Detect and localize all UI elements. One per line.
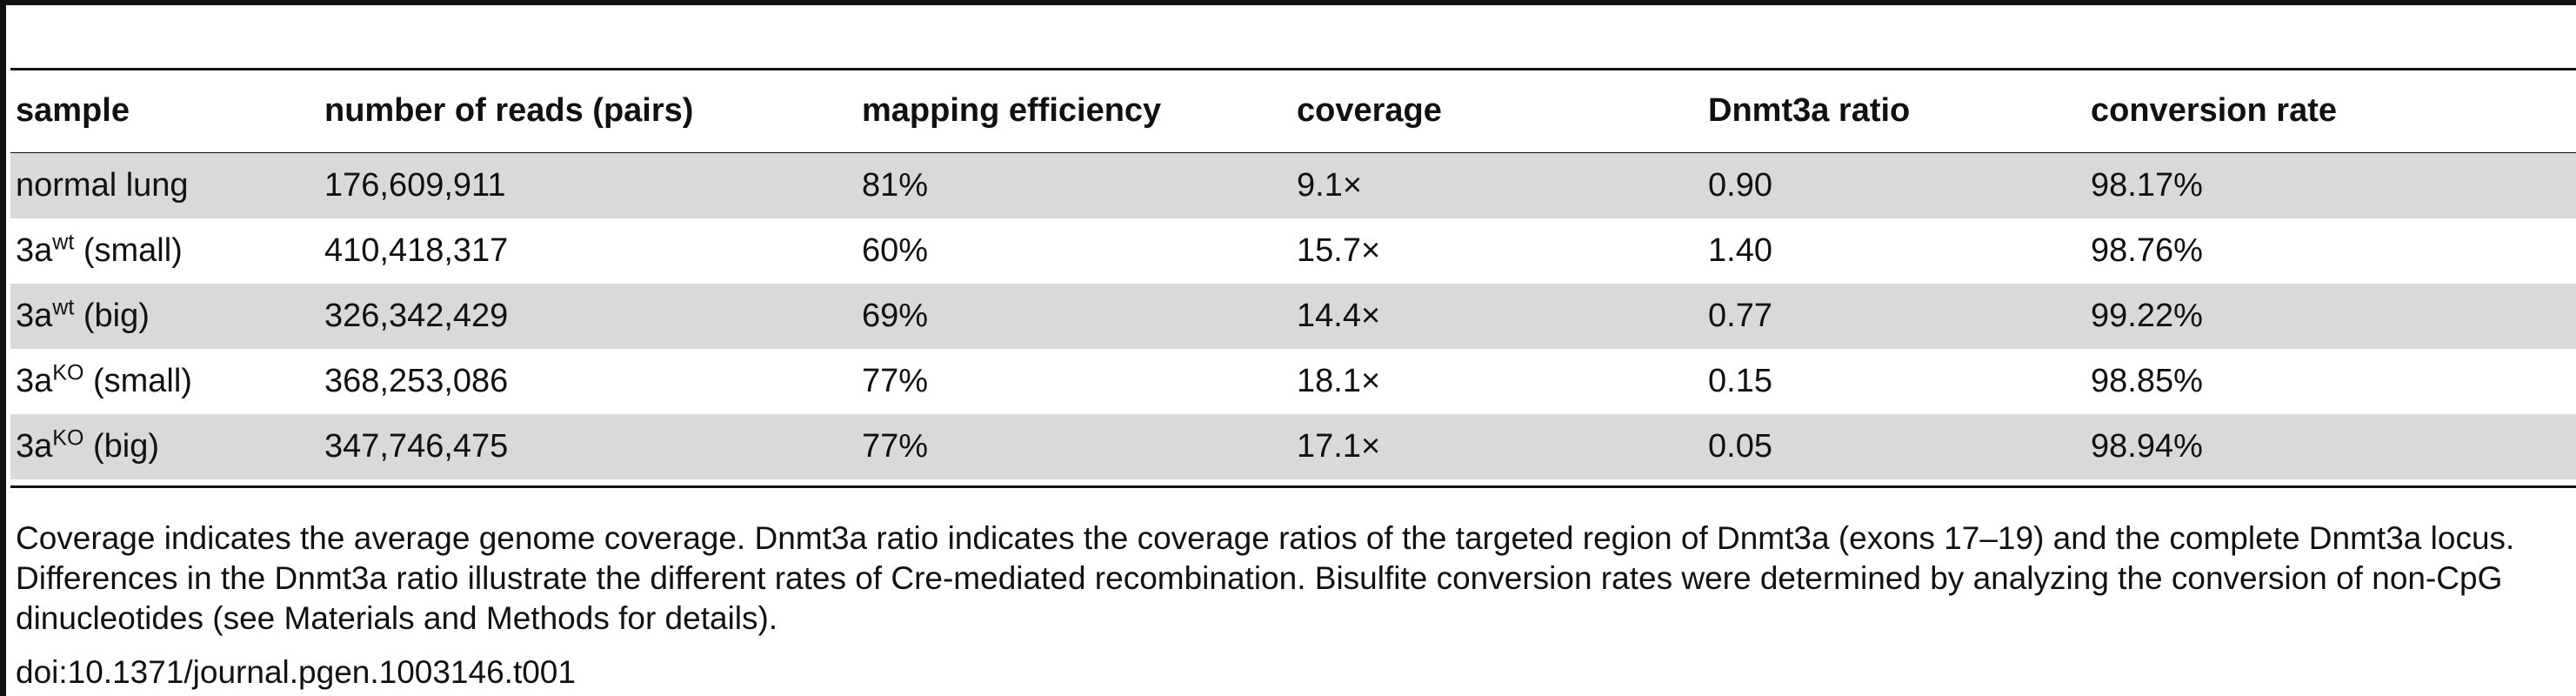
column-header-dnmt3a-ratio: Dnmt3a ratio	[1708, 91, 1911, 129]
cell-dnmt3a-ratio: 0.77	[1708, 298, 1772, 334]
cell-mapping-efficiency: 77%	[862, 363, 929, 399]
top-border-rule	[0, 0, 2576, 5]
cell-coverage: 17.1×	[1297, 428, 1381, 465]
table-bottom-rule	[10, 485, 2576, 488]
column-header-sample: sample	[16, 91, 130, 129]
cell-reads: 326,342,429	[324, 298, 509, 334]
table-row: 3aKO (small) 368,253,086 77% 18.1× 0.15 …	[10, 349, 2576, 414]
cell-mapping-efficiency: 69%	[862, 298, 929, 334]
left-border-rule	[0, 0, 6, 696]
cell-reads: 176,609,911	[324, 167, 506, 204]
sample-name: 3a	[16, 363, 53, 399]
sample-size: (small)	[83, 363, 192, 399]
table-row: 3awt (big) 326,342,429 69% 14.4× 0.77 99…	[10, 284, 2576, 349]
sample-name: 3a	[16, 428, 53, 465]
table-row: normal lung 176,609,911 81% 9.1× 0.90 98…	[10, 153, 2576, 218]
cell-conversion-rate: 98.94%	[2091, 428, 2203, 465]
cell-dnmt3a-ratio: 0.90	[1708, 167, 1772, 204]
sample-name: normal lung	[16, 167, 189, 204]
cell-mapping-efficiency: 60%	[862, 232, 929, 269]
column-header-coverage: coverage	[1297, 91, 1442, 129]
sample-name: 3a	[16, 232, 53, 269]
cell-coverage: 18.1×	[1297, 363, 1381, 399]
cell-reads: 347,746,475	[324, 428, 509, 465]
cell-conversion-rate: 99.22%	[2091, 298, 2203, 334]
table-header-top-rule	[10, 68, 2576, 70]
cell-reads: 368,253,086	[324, 363, 509, 399]
cell-sample: 3aKO (big)	[10, 414, 319, 479]
cell-dnmt3a-ratio: 0.05	[1708, 428, 1772, 465]
column-header-reads: number of reads (pairs)	[324, 91, 694, 129]
column-header-conversion-rate: conversion rate	[2091, 91, 2337, 129]
cell-mapping-efficiency: 77%	[862, 428, 929, 465]
table-row: 3aKO (big) 347,746,475 77% 17.1× 0.05 98…	[10, 414, 2576, 479]
sample-genotype: wt	[52, 230, 75, 255]
column-header-mapping-efficiency: mapping efficiency	[862, 91, 1162, 129]
cell-sample: normal lung	[10, 153, 319, 218]
table-footnote: Coverage indicates the average genome co…	[16, 520, 2515, 636]
sample-name: 3a	[16, 298, 53, 334]
cell-conversion-rate: 98.17%	[2091, 167, 2203, 204]
sample-genotype: wt	[52, 295, 75, 320]
cell-conversion-rate: 98.76%	[2091, 232, 2203, 269]
cell-sample: 3aKO (small)	[10, 349, 319, 414]
cell-sample: 3awt (small)	[10, 218, 319, 284]
sample-size: (small)	[74, 232, 183, 269]
cell-mapping-efficiency: 81%	[862, 167, 929, 204]
table-header-bottom-rule	[10, 152, 2576, 155]
cell-dnmt3a-ratio: 1.40	[1708, 232, 1772, 269]
cell-dnmt3a-ratio: 0.15	[1708, 363, 1772, 399]
cell-coverage: 9.1×	[1297, 167, 1363, 204]
cell-coverage: 14.4×	[1297, 298, 1381, 334]
cell-sample: 3awt (big)	[10, 284, 319, 349]
sample-genotype: KO	[52, 425, 84, 451]
cell-reads: 410,418,317	[324, 232, 509, 269]
table-row: 3awt (small) 410,418,317 60% 15.7× 1.40 …	[10, 218, 2576, 284]
cell-conversion-rate: 98.85%	[2091, 363, 2203, 399]
table-header-row: sample number of reads (pairs) mapping e…	[10, 68, 2576, 153]
doi-link[interactable]: doi:10.1371/journal.pgen.1003146.t001	[16, 654, 576, 690]
sample-size: (big)	[74, 298, 150, 334]
sample-size: (big)	[83, 428, 159, 465]
data-table: sample number of reads (pairs) mapping e…	[10, 68, 2576, 479]
sample-genotype: KO	[52, 360, 84, 385]
cell-coverage: 15.7×	[1297, 232, 1381, 269]
data-table-container: sample number of reads (pairs) mapping e…	[10, 68, 2576, 479]
